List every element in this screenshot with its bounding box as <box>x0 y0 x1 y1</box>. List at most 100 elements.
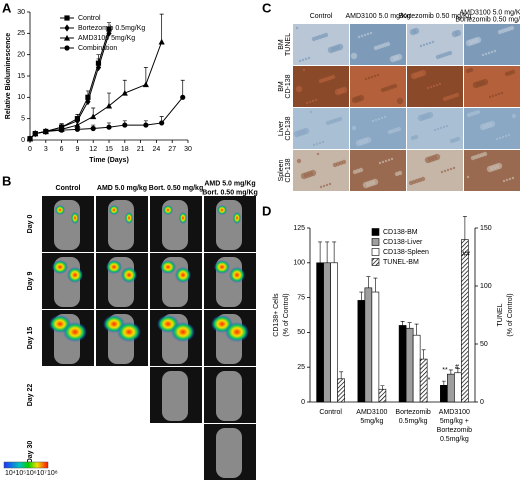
bar <box>419 358 428 403</box>
y-axis-title: (% of Control) <box>283 293 290 336</box>
legend-marker <box>64 24 70 32</box>
row-label: Day 0 <box>27 215 34 234</box>
bar <box>371 291 380 403</box>
texture <box>446 168 450 172</box>
texture <box>466 175 470 179</box>
texture <box>374 118 378 122</box>
texture <box>442 125 446 129</box>
texture <box>378 161 382 165</box>
legend-label: Bortezomib 0.5mg/Kg <box>78 25 145 32</box>
y-axis-title: CD138+ Cells <box>273 293 280 337</box>
texture <box>428 41 432 45</box>
texture <box>307 56 311 60</box>
texture <box>390 157 394 161</box>
texture <box>395 53 403 61</box>
texture <box>435 83 439 87</box>
texture <box>433 128 437 132</box>
y-tick-label: 125 <box>293 225 305 232</box>
panel-letter: A <box>2 0 12 15</box>
texture <box>454 29 462 37</box>
x-tick-label: 5mg/kg <box>360 418 383 425</box>
texture <box>380 116 384 120</box>
signal-spot <box>106 260 122 274</box>
texture <box>429 85 433 89</box>
texture <box>381 160 385 164</box>
y-tick-label: 15 <box>17 73 25 80</box>
signal-spot <box>175 267 191 283</box>
texture <box>412 27 420 35</box>
texture <box>495 162 503 170</box>
error-bar <box>421 349 426 360</box>
signal-spot <box>179 212 187 224</box>
texture <box>358 167 364 173</box>
mouse-silhouette <box>162 371 188 421</box>
y-tick-label: 75 <box>297 294 305 301</box>
texture <box>494 93 498 97</box>
column-label: Control <box>56 185 81 192</box>
x-tick-label: AMD3100 <box>356 409 387 416</box>
colorbar-label: 10⁵ <box>16 470 27 477</box>
marker <box>27 136 33 142</box>
texture <box>452 166 456 170</box>
column-label: Bortezomib 0.50 mg/Kg <box>455 16 520 23</box>
bar <box>323 262 331 403</box>
texture <box>419 44 423 48</box>
texture <box>367 76 371 80</box>
histology-image <box>293 108 349 149</box>
texture <box>302 127 310 135</box>
texture <box>357 35 361 39</box>
annotation: ** <box>442 367 448 374</box>
error-bar <box>441 380 446 386</box>
texture <box>397 170 403 176</box>
texture <box>316 152 320 156</box>
texture <box>481 53 485 57</box>
texture <box>305 101 309 105</box>
x-tick-label: 0.5mg/kg <box>399 418 428 425</box>
texture <box>396 126 402 132</box>
texture <box>508 177 512 181</box>
texture <box>322 184 326 188</box>
y-tick-label: 30 <box>17 9 25 16</box>
error-bar <box>325 241 330 263</box>
legend-label: TUNEL-BM <box>383 259 419 266</box>
error-bar <box>448 369 453 375</box>
texture <box>296 158 302 164</box>
texture <box>319 185 323 189</box>
texture <box>321 140 325 144</box>
texture <box>455 136 461 142</box>
column-label: Bort. 0.50 mg/kg <box>149 185 203 192</box>
x-axis-title: Time (Days) <box>89 157 129 164</box>
marker <box>180 94 186 100</box>
x-tick-label: 5mg/kg + <box>440 418 469 425</box>
texture <box>330 74 336 80</box>
texture <box>432 84 436 88</box>
signal-spot <box>171 322 195 342</box>
error-bar <box>373 277 378 293</box>
texture <box>425 42 429 46</box>
texture <box>482 151 488 157</box>
histology-image <box>293 150 349 191</box>
marker <box>159 120 165 126</box>
texture <box>311 99 315 103</box>
x-tick-label: 12 <box>89 146 97 153</box>
texture <box>419 69 427 77</box>
x-tick-label: 21 <box>137 146 145 153</box>
column-label: AMD3100 5.0 mg/Kg <box>460 9 520 16</box>
texture <box>396 97 404 105</box>
series-line <box>29 97 184 140</box>
texture <box>366 32 370 36</box>
y-tick-label: 50 <box>297 329 305 336</box>
texture <box>308 100 312 104</box>
colorbar-label: 10⁴ <box>5 470 16 477</box>
texture <box>488 120 496 128</box>
x-tick-label: 30 <box>184 146 192 153</box>
panel-letter: D <box>262 203 271 218</box>
x-tick-label: 15 <box>105 146 113 153</box>
x-tick-label: 6 <box>60 146 64 153</box>
error-bar <box>339 371 344 379</box>
texture <box>384 159 388 163</box>
texture <box>498 136 502 140</box>
texture <box>484 52 488 56</box>
signal-spot <box>117 322 141 342</box>
texture <box>371 178 379 186</box>
